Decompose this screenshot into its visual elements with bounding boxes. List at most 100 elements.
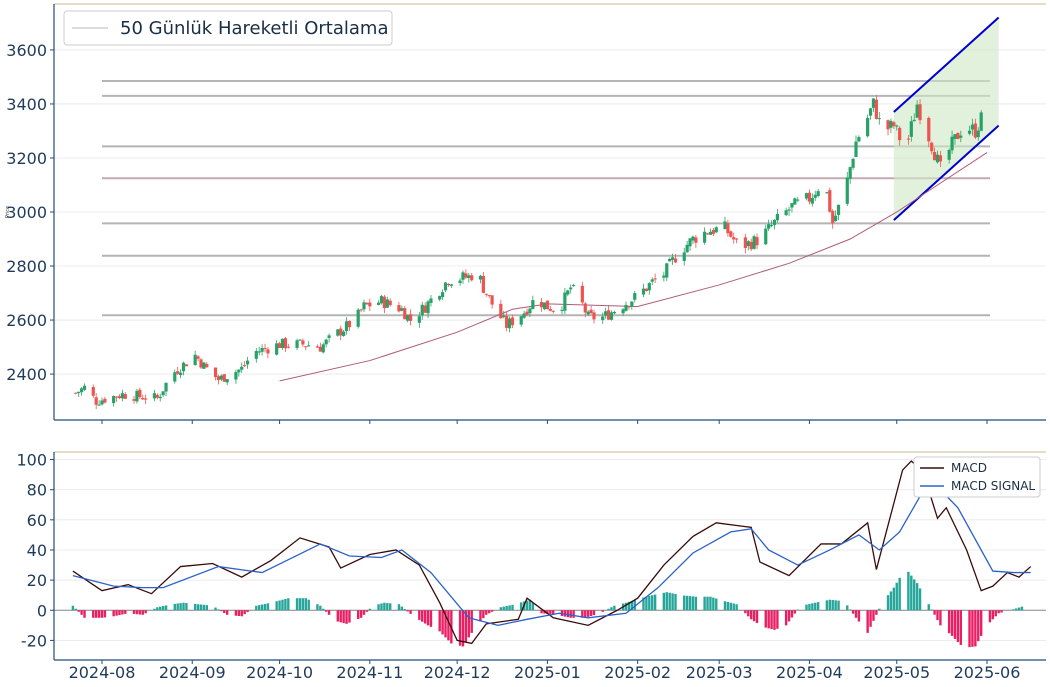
candle-body [915, 104, 919, 118]
candle-body [202, 362, 206, 369]
candle-body [315, 346, 320, 348]
histogram-bar [866, 610, 869, 633]
histogram-bar [651, 595, 654, 611]
histogram-bar [441, 610, 444, 635]
candle-body [467, 275, 471, 278]
x-tick-label: 2024-12 [424, 663, 491, 682]
candle-body [662, 275, 666, 278]
candle-body [848, 167, 852, 179]
histogram-bar [461, 610, 465, 647]
candle-body [874, 99, 878, 119]
histogram-bar [581, 610, 584, 618]
candle-body [179, 372, 183, 375]
histogram-bar [336, 610, 340, 622]
histogram-bar [825, 600, 829, 611]
histogram-bar [947, 610, 951, 634]
histogram-bar [712, 597, 715, 611]
candle-body [82, 385, 87, 390]
histogram-bar [968, 610, 971, 648]
histogram-bar [345, 610, 348, 624]
candle-body [420, 304, 424, 316]
histogram-bar [156, 607, 159, 611]
candle-body [563, 292, 567, 311]
histogram-bar [284, 598, 287, 611]
candle-body [586, 311, 590, 315]
candle-body [499, 303, 503, 319]
histogram-bar [403, 609, 406, 611]
candle-body [347, 320, 352, 328]
candle-body [181, 362, 186, 372]
histogram-bar [464, 610, 468, 642]
histogram-bar [790, 610, 794, 618]
histogram-bar [645, 596, 648, 611]
histogram-bar [930, 609, 933, 611]
candle-body [507, 318, 512, 329]
macd-series-line-1 [72, 485, 1031, 627]
histogram-bar [164, 605, 168, 611]
histogram-bar [1000, 610, 1003, 613]
candle-body [301, 340, 305, 345]
candle-body [816, 191, 820, 196]
histogram-bar [927, 604, 930, 611]
candle-body [91, 386, 95, 396]
macd-panel: -20 0 20 40 60 80 100 2024-08 2024-09 2024-10 2024… [16, 451, 1046, 682]
candle-body [749, 241, 753, 250]
histogram-bar [214, 607, 217, 611]
candle-body [379, 296, 384, 304]
candle-body [688, 238, 692, 247]
candle-body [219, 375, 223, 380]
candle-body [502, 315, 506, 318]
candle-body [222, 374, 226, 382]
macd-tick-label: 80 [27, 481, 47, 500]
histogram-bar [991, 610, 995, 620]
histogram-bar [520, 602, 523, 611]
candle-body [266, 349, 270, 354]
candle-body [583, 303, 587, 313]
histogram-bar [563, 610, 567, 617]
candle-body [237, 369, 241, 373]
candle-body [621, 309, 625, 314]
candle-body [510, 317, 515, 326]
candle-body [426, 301, 430, 314]
histogram-bar [240, 610, 243, 617]
histogram-bar [816, 602, 820, 611]
candle-body [123, 394, 127, 399]
candle-body [161, 391, 165, 396]
histogram-bar [773, 610, 776, 630]
candle-body [854, 141, 858, 157]
candle-body [668, 258, 672, 262]
histogram-bar [584, 610, 587, 618]
channel-upper-line [893, 16, 1000, 113]
histogram-bar [831, 600, 834, 611]
histogram-bar [607, 608, 610, 611]
histogram-bar [275, 601, 278, 611]
histogram-bar [159, 606, 162, 611]
histogram-bar [124, 610, 127, 614]
candle-body [336, 329, 340, 336]
candle-body [243, 365, 247, 367]
histogram-bar [546, 610, 549, 614]
histogram-bar [135, 610, 139, 615]
histogram-bar [179, 603, 182, 611]
histogram-bar [1017, 607, 1021, 611]
histogram-bar [438, 610, 441, 632]
histogram-bar [956, 610, 960, 642]
candle-body [144, 398, 148, 400]
price-panel: 2400 2600 2800 3000 3200 3400 3600 Price 50 Günl… [5, 3, 1046, 424]
candle-body [193, 354, 197, 366]
histogram-bar [94, 610, 98, 618]
histogram-bar [348, 610, 351, 623]
candle-body [283, 338, 288, 349]
histogram-bar [895, 582, 898, 611]
histogram-bar [892, 587, 896, 611]
candle-body [481, 275, 485, 293]
candle-body [103, 398, 107, 403]
histogram-bar [572, 610, 575, 618]
histogram-bar [811, 603, 814, 611]
channel-lower-line [893, 124, 1000, 221]
x-tick-label: 2025-02 [604, 663, 671, 682]
histogram-bar [939, 610, 942, 626]
histogram-bar [77, 610, 80, 612]
x-tick-label: 2024-09 [159, 663, 226, 682]
histogram-bar [92, 610, 95, 618]
